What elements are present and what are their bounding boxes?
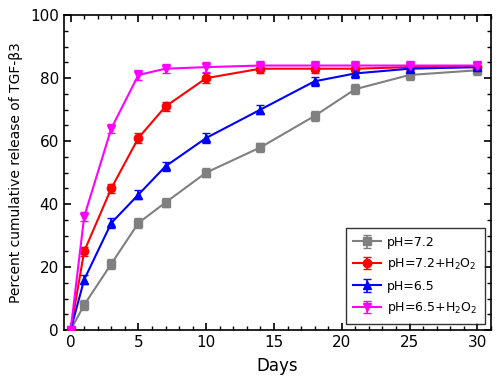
Y-axis label: Percent cumulative release of TGF-β3: Percent cumulative release of TGF-β3 <box>9 42 23 303</box>
X-axis label: Days: Days <box>256 357 298 375</box>
Legend: pH=7.2, pH=7.2+H$_2$O$_2$, pH=6.5, pH=6.5+H$_2$O$_2$: pH=7.2, pH=7.2+H$_2$O$_2$, pH=6.5, pH=6.… <box>346 228 484 324</box>
